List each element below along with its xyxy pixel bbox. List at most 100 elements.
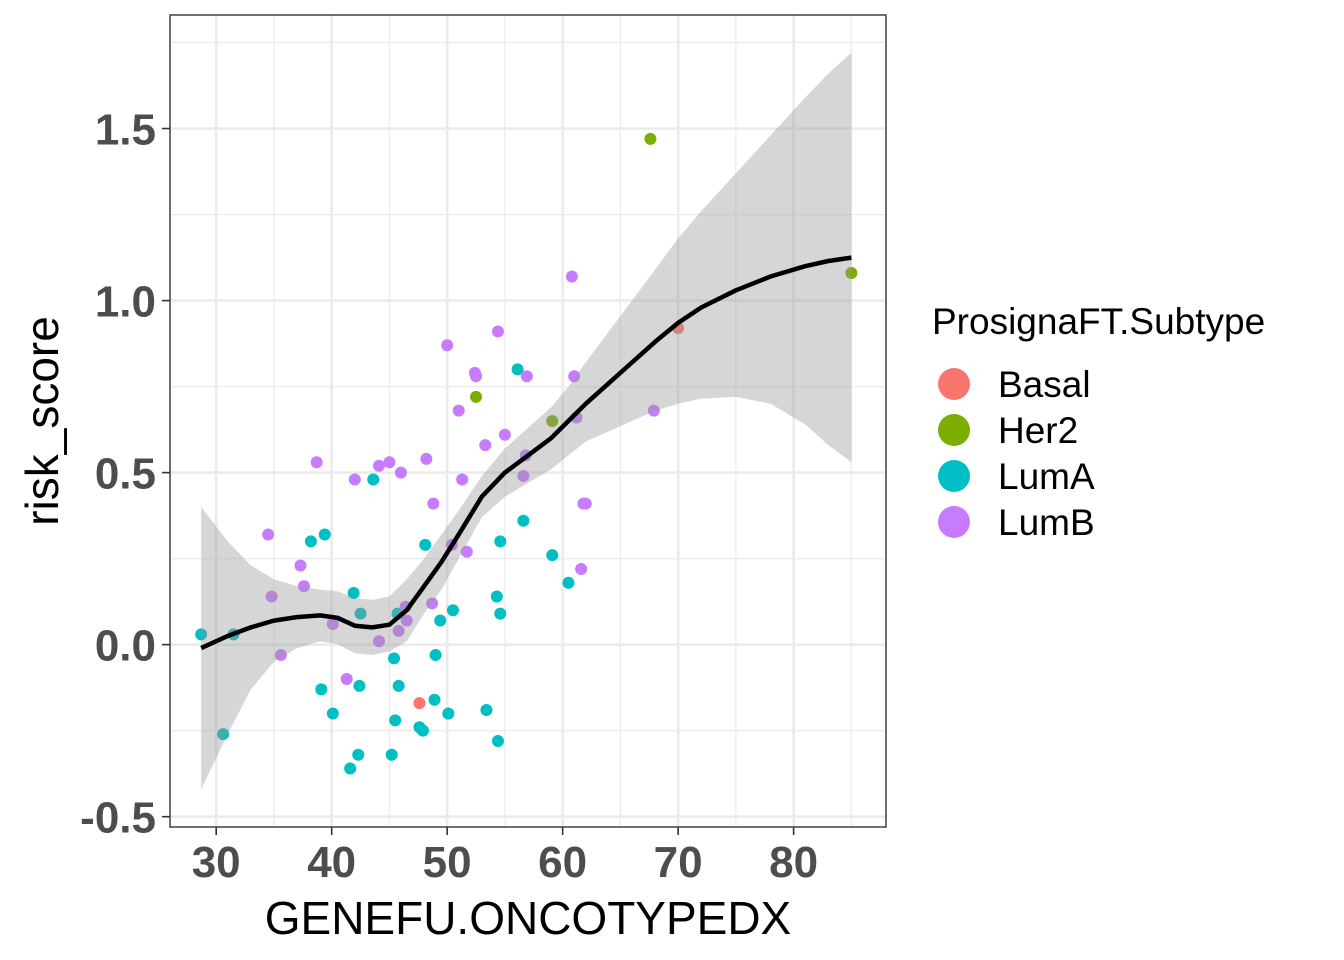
data-point-lumb <box>373 459 386 472</box>
legend-key-basal <box>938 368 970 400</box>
data-point-luma <box>347 587 360 600</box>
data-point-lumb <box>470 370 483 383</box>
x-tick-label: 50 <box>423 838 472 887</box>
data-point-lumb <box>460 545 473 558</box>
data-point-lumb <box>394 466 407 479</box>
data-point-luma <box>416 724 429 737</box>
data-point-her2 <box>546 415 559 427</box>
data-point-luma <box>392 679 405 692</box>
data-point-luma <box>315 683 328 696</box>
data-point-luma <box>494 607 507 620</box>
y-tick-label: 1.5 <box>95 106 156 155</box>
y-axis: -0.5 0.0 0.5 1.0 1.5 <box>80 106 170 843</box>
panel-border <box>169 14 887 828</box>
data-point-luma <box>480 704 493 717</box>
legend-label-luma: LumA <box>998 456 1095 497</box>
data-point-lumb <box>297 580 310 593</box>
data-point-lumb <box>491 325 504 338</box>
data-point-luma <box>562 576 575 589</box>
data-points <box>195 132 858 775</box>
data-point-luma <box>367 473 380 486</box>
data-point-lumb <box>647 404 660 417</box>
data-point-luma <box>352 748 365 761</box>
data-point-lumb <box>262 528 275 541</box>
data-point-luma <box>354 607 367 620</box>
data-point-luma <box>429 648 442 661</box>
data-point-luma <box>491 734 504 747</box>
data-point-lumb <box>373 635 386 648</box>
data-point-lumb <box>427 497 440 510</box>
data-point-luma <box>490 590 503 603</box>
data-point-luma <box>494 535 507 548</box>
x-tick-label: 40 <box>307 838 356 887</box>
legend-title: ProsignaFT.Subtype <box>932 301 1265 342</box>
data-point-lumb <box>392 624 405 637</box>
data-point-lumb <box>565 270 578 283</box>
data-point-luma <box>217 728 230 741</box>
data-point-luma <box>428 693 441 706</box>
grid-lines <box>170 15 886 827</box>
data-point-luma <box>326 707 339 720</box>
data-point-lumb <box>420 452 433 465</box>
data-point-luma <box>353 679 366 692</box>
data-point-lumb <box>310 456 323 469</box>
x-tick-label: 60 <box>538 838 587 887</box>
y-tick-label: 0.0 <box>95 622 156 671</box>
legend-key-her2 <box>938 414 970 446</box>
data-point-luma <box>304 535 317 548</box>
data-point-lumb <box>348 473 361 486</box>
data-point-her2 <box>644 132 657 145</box>
data-point-lumb <box>326 618 339 630</box>
data-point-lumb <box>400 614 413 627</box>
y-axis-title: risk_score <box>16 316 68 526</box>
plot-panel <box>169 14 887 828</box>
x-axis: 30 40 50 60 70 80 <box>192 827 818 887</box>
y-tick-label: 0.5 <box>95 450 156 499</box>
x-tick-label: 80 <box>769 838 818 887</box>
data-point-luma <box>195 628 208 641</box>
data-point-lumb <box>441 339 454 352</box>
legend-label-basal: Basal <box>998 364 1091 405</box>
y-tick-label: -0.5 <box>80 794 156 843</box>
smooth-line <box>200 255 852 651</box>
data-point-luma <box>385 748 398 761</box>
data-point-luma <box>419 538 432 551</box>
data-point-luma <box>511 363 524 376</box>
legend-key-lumb <box>938 506 970 538</box>
x-axis-title: GENEFU.ONCOTYPEDX <box>265 892 792 944</box>
data-point-lumb <box>294 559 307 572</box>
data-point-luma <box>546 549 559 562</box>
y-tick-label: 1.0 <box>95 278 156 327</box>
data-point-basal <box>413 697 426 710</box>
data-point-luma <box>389 714 402 727</box>
data-point-lumb <box>426 597 439 610</box>
data-point-lumb <box>340 673 353 686</box>
x-tick-label: 70 <box>654 838 703 887</box>
data-point-lumb <box>274 648 287 661</box>
data-point-lumb <box>517 470 530 483</box>
x-tick-label: 30 <box>192 838 241 887</box>
data-point-lumb <box>520 370 533 383</box>
data-point-lumb <box>575 562 588 575</box>
legend-label-lumb: LumB <box>998 502 1095 543</box>
data-point-luma <box>517 514 530 527</box>
data-point-lumb <box>579 497 592 510</box>
data-point-lumb <box>479 439 492 452</box>
data-point-luma <box>318 528 331 541</box>
data-point-lumb <box>452 404 465 417</box>
data-point-luma <box>434 614 447 627</box>
legend-key-luma <box>938 460 970 492</box>
data-point-luma <box>442 707 455 720</box>
data-point-her2 <box>845 267 858 280</box>
legend-label-her2: Her2 <box>998 410 1078 451</box>
panel-background <box>170 15 886 827</box>
data-point-luma <box>388 652 401 665</box>
legend: ProsignaFT.Subtype Basal Her2 LumA LumB <box>932 301 1265 543</box>
data-point-lumb <box>265 590 278 603</box>
data-point-lumb <box>383 456 396 469</box>
data-point-lumb <box>498 428 511 441</box>
data-point-lumb <box>568 370 581 383</box>
data-point-lumb <box>456 473 469 486</box>
data-point-luma <box>446 604 459 617</box>
